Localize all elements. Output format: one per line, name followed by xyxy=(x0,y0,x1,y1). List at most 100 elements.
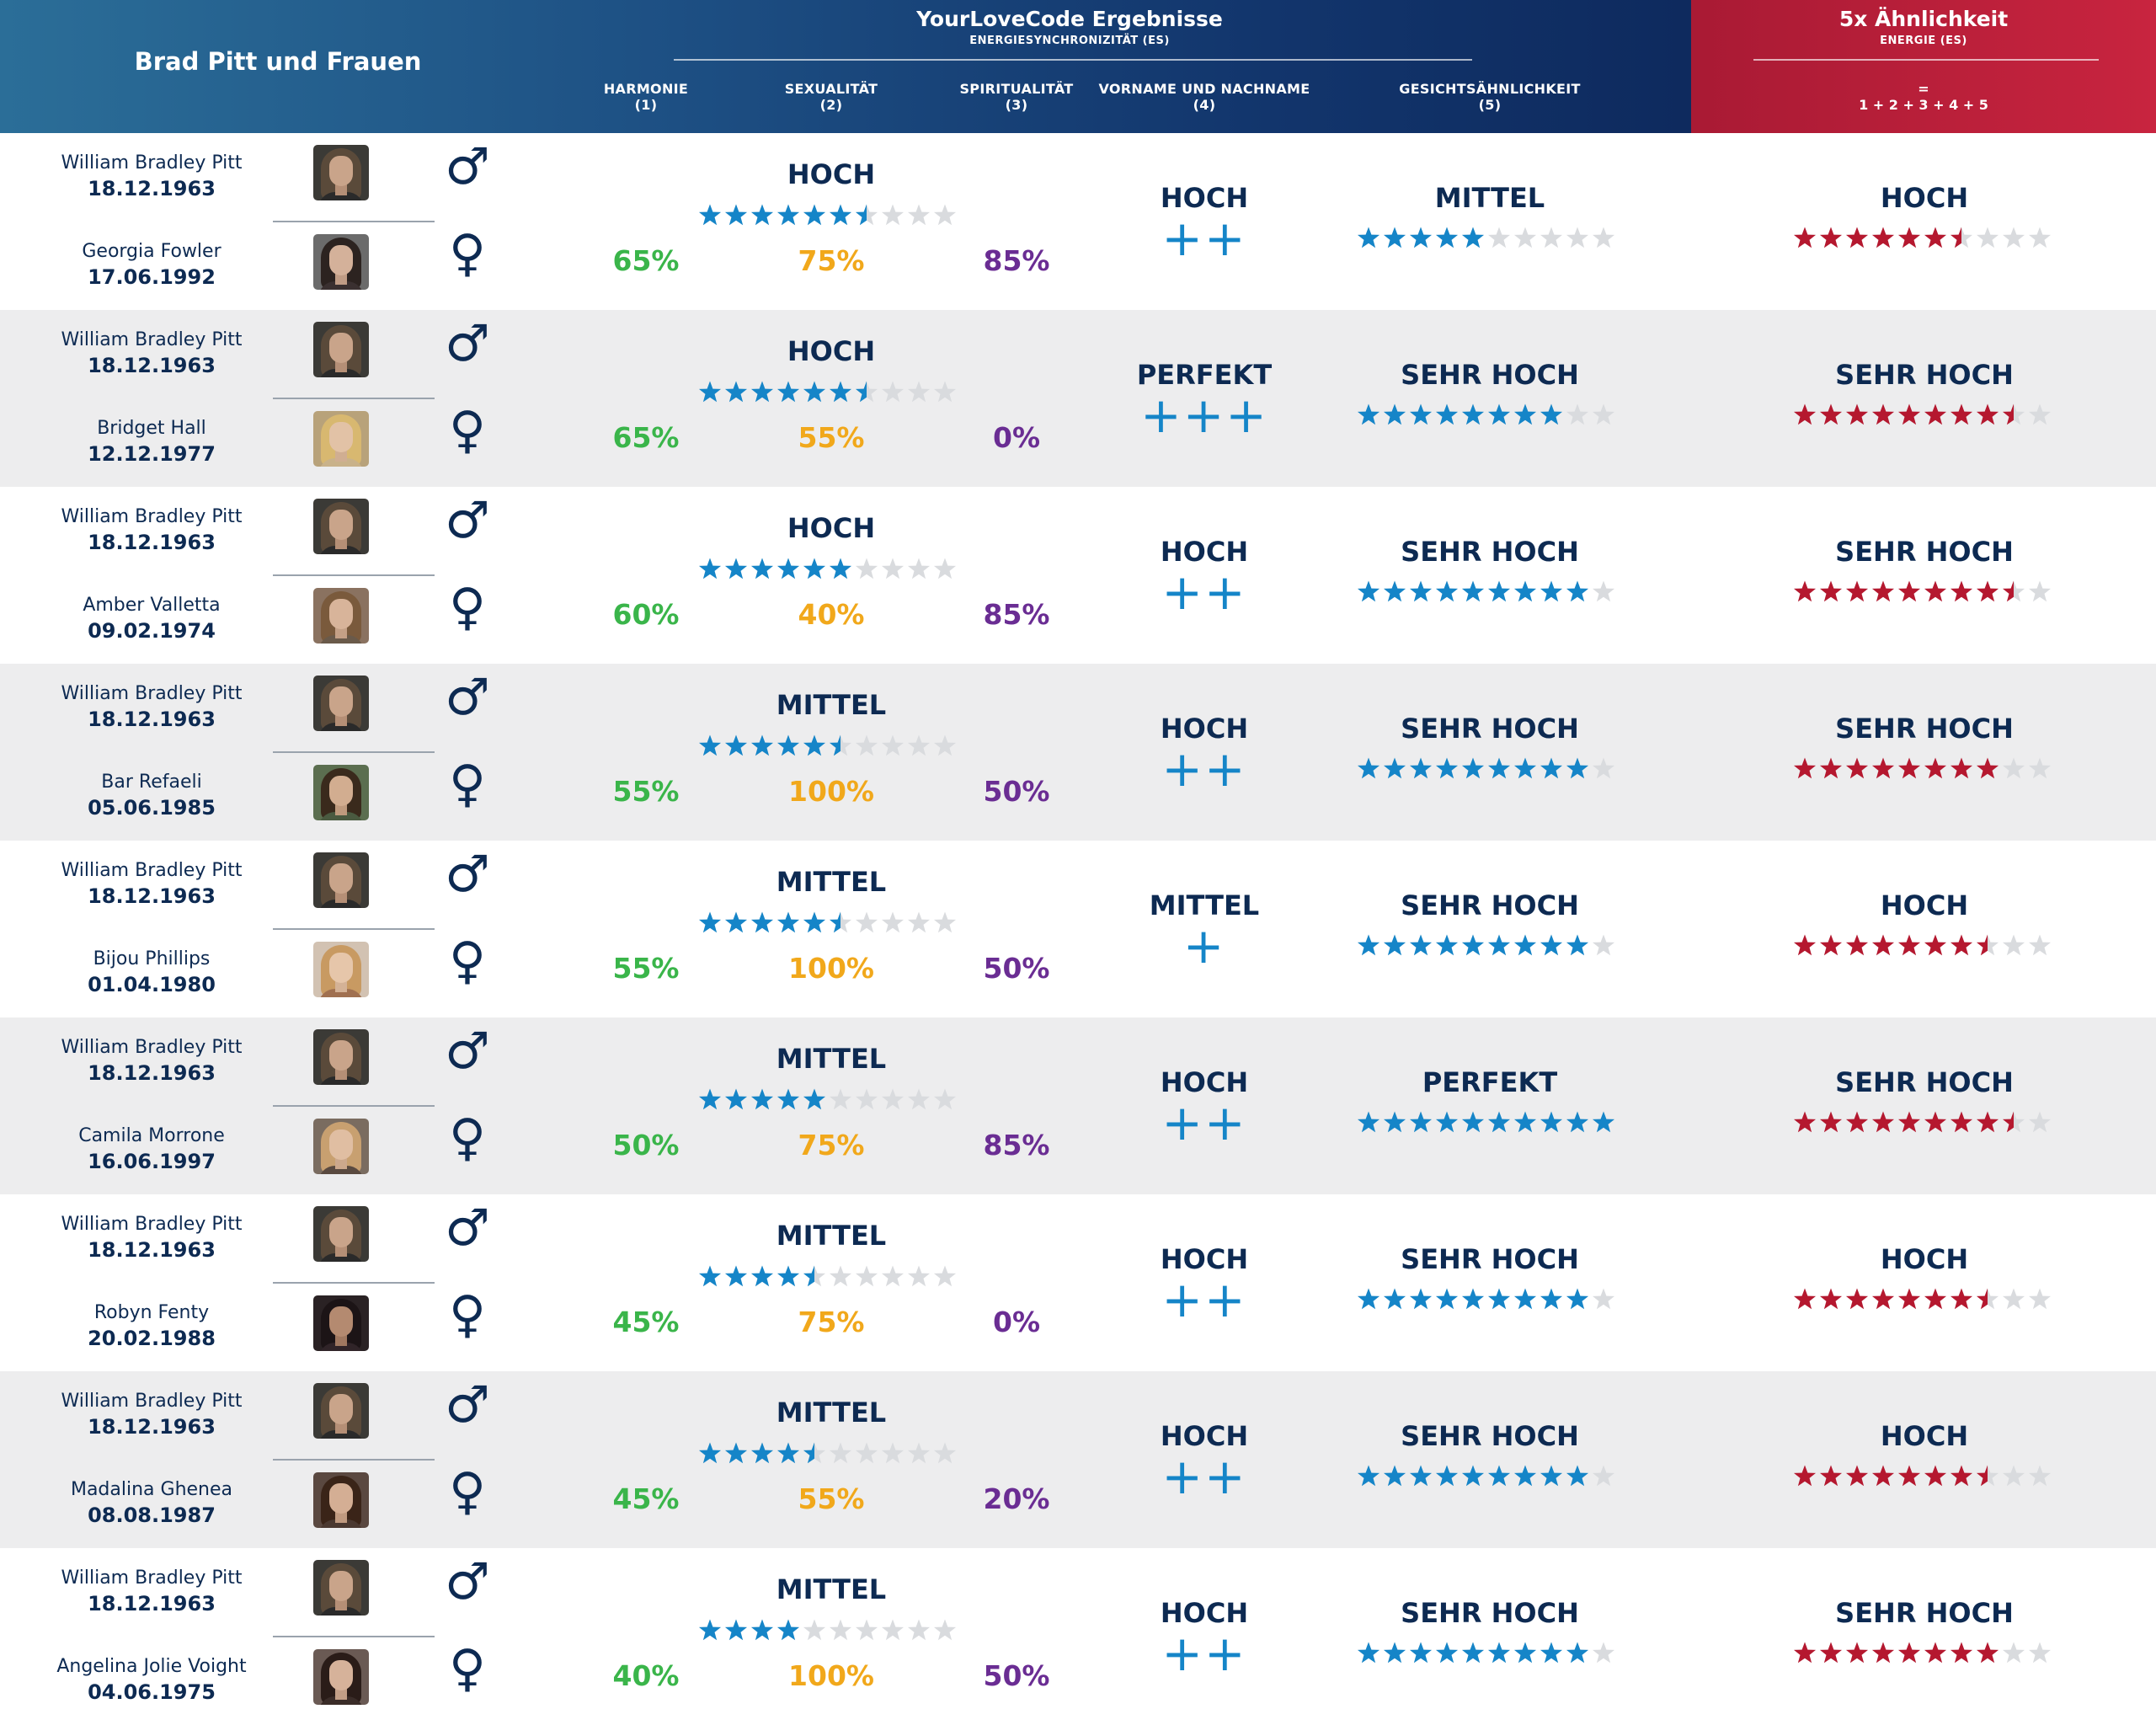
star-icon xyxy=(1951,1465,1972,1487)
total-similarity-level: SEHR HOCH xyxy=(1835,536,2014,568)
star-icon xyxy=(830,1265,851,1287)
star-icon xyxy=(777,734,799,756)
star-icon xyxy=(1846,1465,1868,1487)
star-icon xyxy=(934,558,956,579)
total-similarity-level: HOCH xyxy=(1880,889,1969,921)
star-icon xyxy=(934,1442,956,1464)
star-icon xyxy=(777,381,799,403)
star-icon xyxy=(803,734,825,756)
star-icon xyxy=(699,911,721,933)
spirituality-percent: 50% xyxy=(983,952,1050,985)
star-icon xyxy=(1462,1465,1484,1487)
person-birthdate: 04.06.1975 xyxy=(88,1680,216,1704)
star-icon xyxy=(1872,403,1894,425)
star-icon xyxy=(1410,757,1432,779)
person-name: Bridget Hall xyxy=(97,418,206,439)
star-icon xyxy=(1593,580,1614,602)
energy-sync-level: MITTEL xyxy=(776,689,887,721)
person-birthdate: 08.08.1987 xyxy=(88,1503,216,1527)
face-similarity-level: SEHR HOCH xyxy=(1401,713,1579,745)
star-icon xyxy=(908,1619,930,1641)
spirituality-percent: 0% xyxy=(992,421,1041,454)
star-icon xyxy=(1924,403,1946,425)
avatar-neck xyxy=(335,627,347,638)
star-icon xyxy=(1514,403,1536,425)
star-icon xyxy=(1872,580,1894,602)
star-icon xyxy=(2003,1288,2025,1310)
face-similarity-stars xyxy=(1356,579,1617,605)
total-similarity-stars xyxy=(1792,1110,2053,1135)
star-icon xyxy=(803,381,825,403)
star-rating-svg xyxy=(699,1088,956,1110)
star-icon xyxy=(1566,757,1588,779)
spirituality-percent: 20% xyxy=(983,1482,1050,1515)
avatar-shoulders xyxy=(318,369,364,377)
column-label: HARMONIE xyxy=(603,81,689,97)
star-icon xyxy=(1898,757,1920,779)
avatar-shoulders xyxy=(318,1076,364,1085)
star-icon xyxy=(830,1442,851,1464)
star-icon xyxy=(2003,934,2025,956)
star-icon xyxy=(1820,1111,1842,1133)
name-similarity-plus: ++ xyxy=(1161,1625,1247,1682)
star-icon xyxy=(1794,227,1816,248)
person-birthdate: 18.12.1963 xyxy=(88,1061,216,1085)
star-icon xyxy=(1977,934,1999,956)
avatar-face xyxy=(329,1040,353,1071)
person-female: Bijou Phillips 01.04.1980 xyxy=(34,948,270,998)
face-similarity-stars xyxy=(1356,1464,1617,1489)
avatar-shoulders xyxy=(318,900,364,908)
avatar-neck xyxy=(335,1422,347,1434)
star-icon xyxy=(1540,1465,1562,1487)
star-icon xyxy=(699,734,721,756)
star-icon xyxy=(882,911,904,933)
star-icon xyxy=(777,1442,799,1464)
star-icon xyxy=(1384,580,1406,602)
star-icon xyxy=(934,734,956,756)
person-male: William Bradley Pitt 18.12.1963 xyxy=(34,505,270,556)
person-birthdate: 18.12.1963 xyxy=(88,1238,216,1262)
person-name: William Bradley Pitt xyxy=(61,683,243,704)
star-icon xyxy=(777,1265,799,1287)
star-icon xyxy=(2003,580,2025,602)
star-icon xyxy=(1846,580,1868,602)
person-male: William Bradley Pitt 18.12.1963 xyxy=(34,1213,270,1263)
person-name: Robyn Fenty xyxy=(93,1302,210,1323)
total-similarity-stars xyxy=(1792,756,2053,782)
star-icon xyxy=(1924,580,1946,602)
star-icon xyxy=(1540,227,1562,248)
star-icon xyxy=(1794,1465,1816,1487)
column-label: VORNAME UND NACHNAME xyxy=(1098,81,1310,97)
star-icon xyxy=(856,1088,878,1110)
star-icon xyxy=(1924,1288,1946,1310)
star-icon xyxy=(1462,1111,1484,1133)
star-icon xyxy=(2029,580,2051,602)
total-similarity-stars xyxy=(1792,933,2053,959)
star-icon xyxy=(1794,757,1816,779)
sexuality-percent: 55% xyxy=(798,1482,865,1515)
star-icon xyxy=(699,1619,721,1641)
spirituality-percent: 85% xyxy=(983,598,1050,631)
person-name: William Bradley Pitt xyxy=(61,1391,243,1412)
sexuality-percent: 100% xyxy=(788,775,874,808)
star-icon xyxy=(1514,580,1536,602)
harmony-percent: 65% xyxy=(612,421,680,454)
face-similarity-stars xyxy=(1356,1110,1617,1135)
star-icon xyxy=(1846,403,1868,425)
avatar-shoulders xyxy=(318,1696,364,1705)
star-icon xyxy=(1977,1642,1999,1664)
star-icon xyxy=(830,1088,851,1110)
face-similarity-level: PERFEKT xyxy=(1422,1066,1558,1098)
harmony-percent: 55% xyxy=(612,952,680,985)
energy-sync-stars xyxy=(697,1264,958,1290)
energy-sync-stars xyxy=(697,1087,958,1113)
star-icon xyxy=(1872,934,1894,956)
star-icon xyxy=(803,1265,825,1287)
avatar-male xyxy=(313,145,369,200)
star-icon xyxy=(934,381,956,403)
star-icon xyxy=(1436,1288,1458,1310)
person-birthdate: 16.06.1997 xyxy=(88,1150,216,1173)
avatar-female xyxy=(313,588,369,644)
result-row: William Bradley Pitt 18.12.1963 ♂ Georgi… xyxy=(0,133,2156,310)
sexuality-percent: 40% xyxy=(798,598,865,631)
